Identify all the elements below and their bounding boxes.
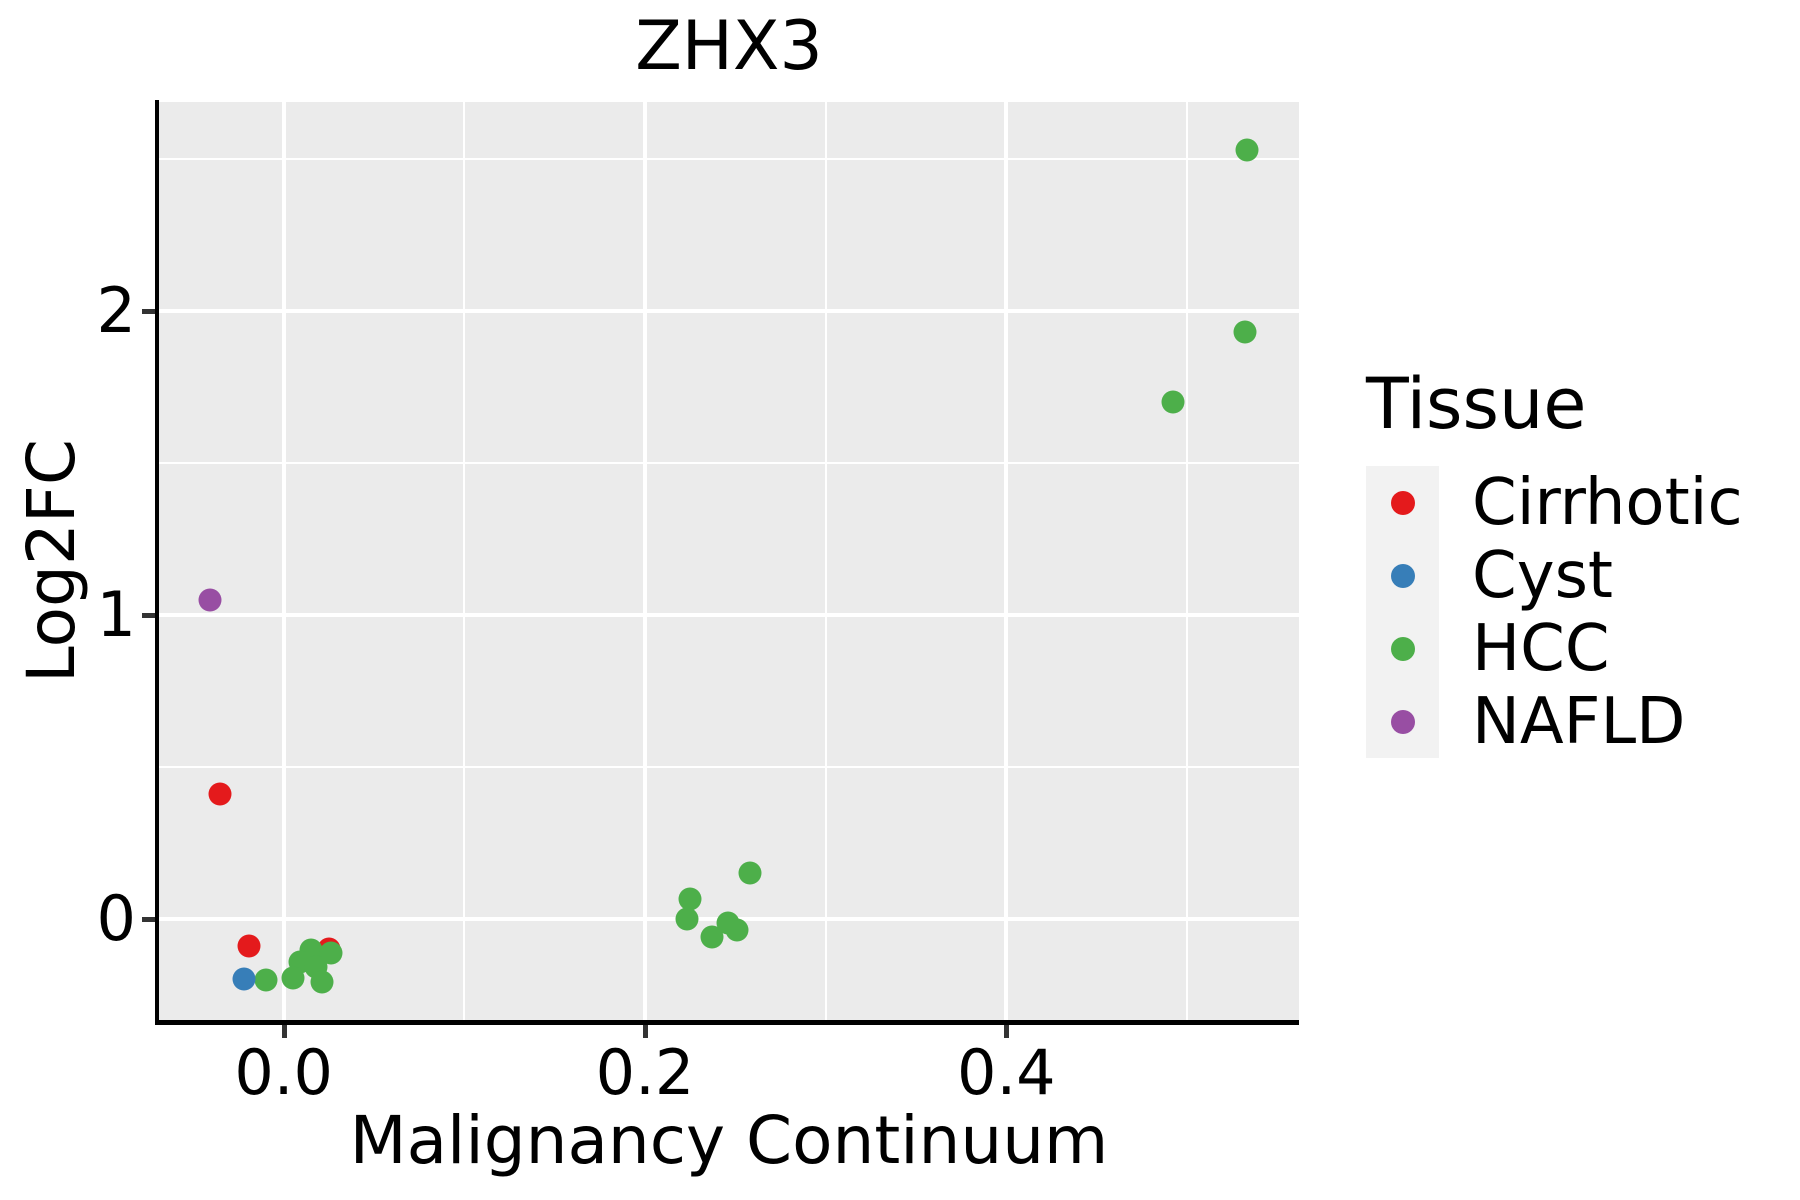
y-tick-label: 2 [96, 273, 136, 347]
x-major-gridline [1004, 102, 1009, 1020]
legend-entry-cyst: Cyst [1366, 539, 1796, 612]
scatter-point-hcc [1233, 320, 1257, 344]
y-minor-gridline [159, 157, 1299, 160]
y-tick-mark [142, 308, 155, 314]
x-major-gridline [642, 102, 647, 1020]
y-major-gridline [159, 612, 1299, 617]
legend-entries: Cirrhotic Cyst HCC NAFLD [1366, 466, 1796, 758]
x-minor-gridline [824, 102, 827, 1020]
x-tick-mark [1004, 1025, 1010, 1038]
y-tick-mark [142, 917, 155, 923]
x-tick-label: 0.4 [957, 1036, 1056, 1109]
y-axis-spine [155, 100, 159, 1023]
scatter-point-cirrhotic [208, 782, 232, 806]
x-axis-spine [155, 1020, 1299, 1025]
legend-dot-icon [1390, 490, 1415, 515]
legend-entry-cirrhotic: Cirrhotic [1366, 466, 1796, 539]
scatter-point-cirrhotic [237, 934, 261, 958]
y-tick-mark [142, 612, 155, 618]
legend: Tissue Cirrhotic Cyst HCC NAFLD [1366, 368, 1796, 758]
x-axis-title: Malignancy Continuum [349, 1102, 1109, 1179]
scatter-point-hcc [675, 907, 699, 931]
scatter-point-hcc [1235, 138, 1259, 162]
legend-key [1366, 539, 1439, 612]
scatter-point-hcc [700, 925, 724, 949]
x-minor-gridline [1185, 102, 1188, 1020]
legend-key [1366, 466, 1439, 539]
scatter-point-hcc [281, 966, 305, 990]
plot-panel [159, 102, 1299, 1020]
scatter-point-hcc [254, 968, 278, 992]
legend-entry-nafld: NAFLD [1366, 685, 1796, 758]
scatter-point-hcc [738, 861, 762, 885]
legend-label: Cyst [1472, 538, 1613, 613]
scatter-point-cyst [232, 967, 256, 991]
legend-label: HCC [1472, 611, 1610, 686]
y-minor-gridline [159, 766, 1299, 768]
scatter-point-nafld [198, 588, 222, 612]
x-tick-label: 0.2 [595, 1036, 695, 1109]
plot-title: ZHX3 [635, 7, 823, 86]
y-major-gridline [159, 308, 1299, 313]
x-minor-gridline [463, 102, 466, 1020]
legend-entry-hcc: HCC [1366, 612, 1796, 685]
y-tick-label: 1 [96, 577, 136, 651]
legend-title: Tissue [1366, 363, 1587, 445]
scatter-point-hcc [725, 918, 749, 942]
scatter-point-hcc [678, 887, 702, 911]
y-tick-label: 0 [96, 882, 136, 956]
x-tick-mark [281, 1025, 287, 1038]
legend-dot-icon [1390, 709, 1415, 734]
legend-label: Cirrhotic [1472, 465, 1743, 540]
legend-key [1366, 612, 1439, 685]
legend-label: NAFLD [1472, 684, 1686, 759]
y-axis-title: Log2FC [13, 439, 90, 683]
x-major-gridline [281, 102, 286, 1020]
y-minor-gridline [159, 461, 1299, 464]
legend-dot-icon [1390, 636, 1415, 661]
x-tick-mark [642, 1025, 648, 1038]
legend-key [1366, 685, 1439, 758]
x-tick-label: 0.0 [234, 1036, 333, 1109]
legend-dot-icon [1390, 563, 1415, 588]
scatter-point-hcc [1161, 390, 1185, 414]
scatter-point-hcc [310, 970, 334, 994]
